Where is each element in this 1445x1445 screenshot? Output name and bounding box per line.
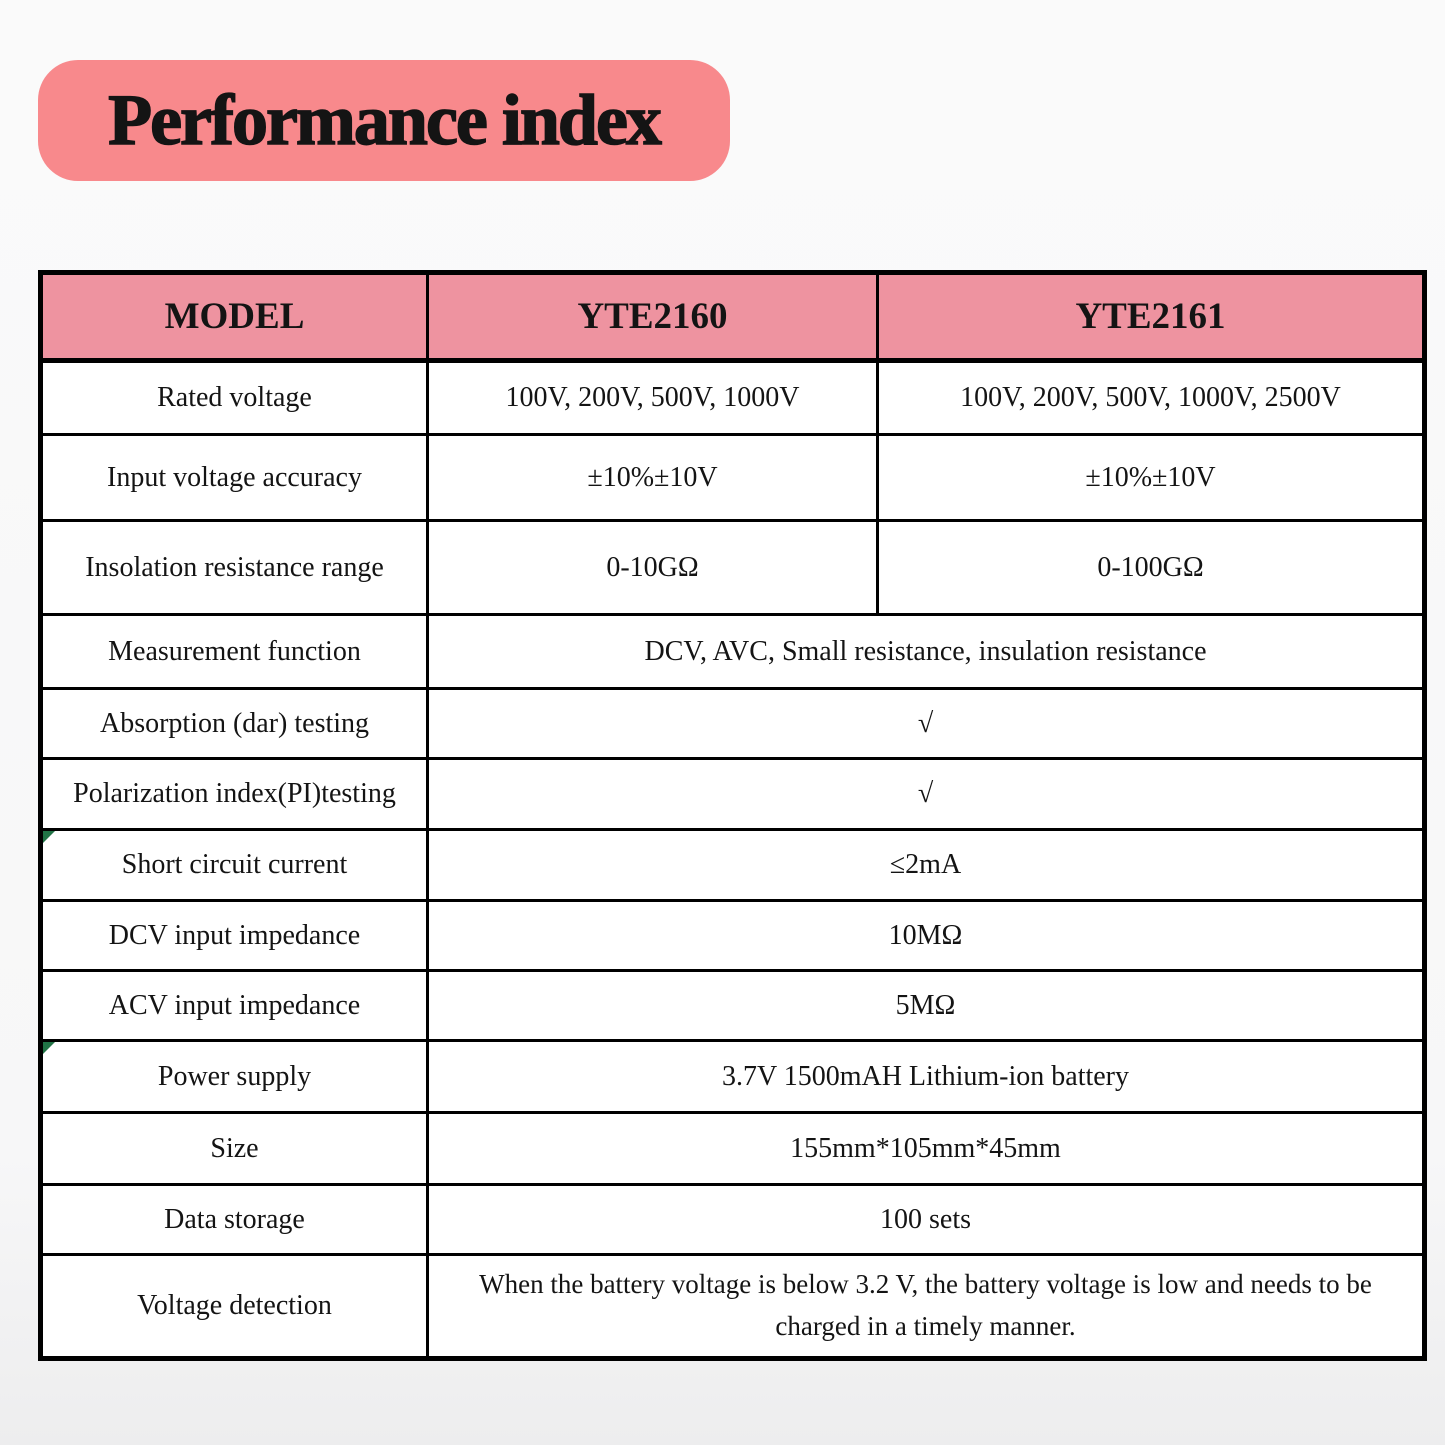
row-label-cell: Insolation resistance range [39,519,429,616]
table-row: ACV input impedance 5MΩ [39,969,1426,1042]
row-label-cell: Input voltage accuracy [39,433,429,522]
table-row: DCV input impedance 10MΩ [39,899,1426,972]
row-value-cell: √ [426,757,1426,831]
header-row: MODEL YTE2160 YTE2161 [39,271,1426,363]
performance-table: MODEL YTE2160 YTE2161 Rated voltage 100V,… [38,270,1427,1361]
cell-corner-marker-icon [43,1043,55,1054]
row-value-cell: 100 sets [426,1183,1426,1256]
column-header-yte2160: YTE2160 [426,271,879,363]
row-value-cell: 10MΩ [426,899,1426,972]
table-row: Rated voltage 100V, 200V, 500V, 1000V 100V… [39,359,1426,436]
table-row: Size 155mm*105mm*45mm [39,1111,1426,1186]
row-label-cell: Short circuit current [39,828,429,902]
table-row: Input voltage accuracy ±10%±10V ±10%±10V [39,433,1426,522]
row-label-cell: Measurement function [39,613,429,690]
table-row: Absorption (dar) testing √ [39,687,1426,760]
cell-corner-marker-icon [43,832,55,843]
row-value-cell: 155mm*105mm*45mm [426,1111,1426,1186]
row-value-cell: 100V, 200V, 500V, 1000V [426,359,879,436]
table-row: Power supply 3.7V 1500mAH Lithium-ion bat… [39,1039,1426,1114]
table-row: Polarization index(PI)testing √ [39,757,1426,831]
row-value-cell: 100V, 200V, 500V, 1000V, 2500V [876,359,1426,436]
table-row: Data storage 100 sets [39,1183,1426,1256]
table-row: Voltage detection When the battery voltag… [39,1253,1426,1360]
row-value-cell: √ [426,687,1426,760]
table-body: Rated voltage 100V, 200V, 500V, 1000V 100V… [39,359,1426,1360]
row-label-cell: Rated voltage [39,359,429,436]
row-label-cell: Power supply [39,1039,429,1114]
row-label-cell: Polarization index(PI)testing [39,757,429,831]
row-value-cell: 0-100GΩ [876,519,1426,616]
row-label-cell: Size [39,1111,429,1186]
row-value-cell: ≤2mA [426,828,1426,902]
row-value-cell: 3.7V 1500mAH Lithium-ion battery [426,1039,1426,1114]
row-value-cell: When the battery voltage is below 3.2 V,… [426,1253,1426,1360]
table-header: MODEL YTE2160 YTE2161 [39,271,1426,363]
row-value-cell: ±10%±10V [876,433,1426,522]
row-value-cell: 0-10GΩ [426,519,879,616]
row-label-cell: Data storage [39,1183,429,1256]
title-banner: Performance index [38,60,730,181]
table-row: Short circuit current ≤2mA [39,828,1426,902]
row-value-cell: 5MΩ [426,969,1426,1042]
row-label-cell: Absorption (dar) testing [39,687,429,760]
row-label-cell: DCV input impedance [39,899,429,972]
table-row: Insolation resistance range 0-10GΩ 0-100GΩ [39,519,1426,616]
column-header-yte2161: YTE2161 [876,271,1426,363]
page-title: Performance index [107,79,662,161]
row-label-cell: ACV input impedance [39,969,429,1042]
row-value-cell: DCV, AVC, Small resistance, insulation r… [426,613,1426,690]
table-row: Measurement function DCV, AVC, Small resi… [39,613,1426,690]
row-label-cell: Voltage detection [39,1253,429,1360]
column-header-model: MODEL [39,271,429,363]
row-value-cell: ±10%±10V [426,433,879,522]
